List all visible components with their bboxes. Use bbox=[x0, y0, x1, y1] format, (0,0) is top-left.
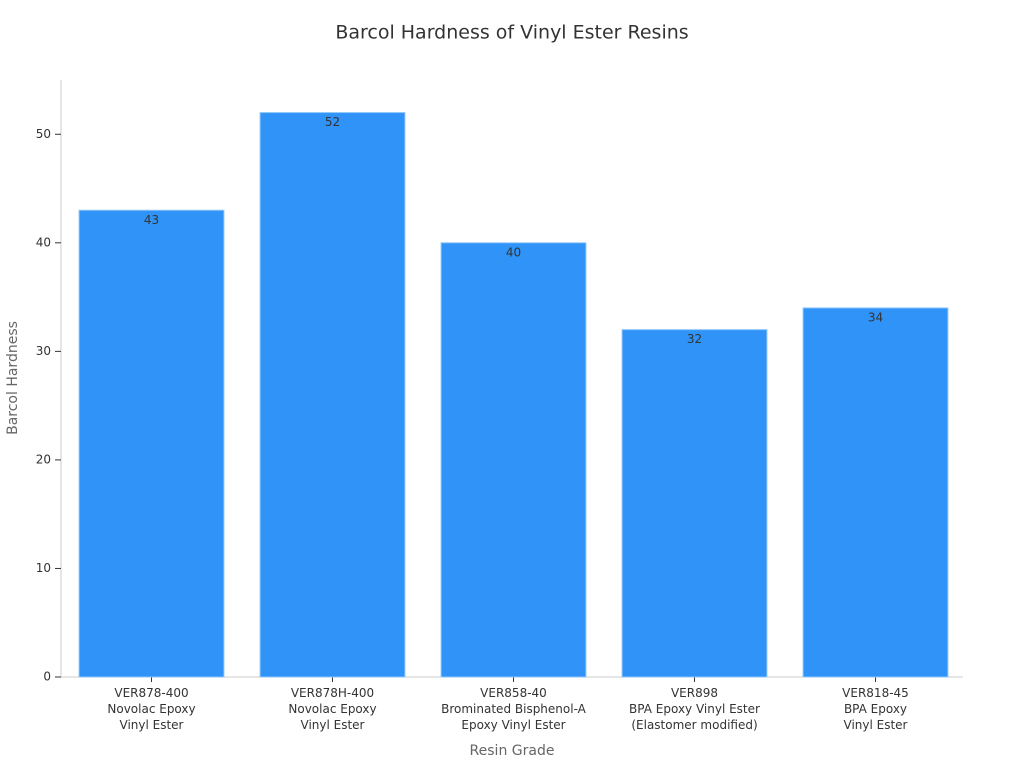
y-tick-label: 30 bbox=[36, 344, 51, 358]
x-tick-label-line: Vinyl Ester bbox=[301, 718, 365, 732]
x-tick-label-line: (Elastomer modified) bbox=[631, 718, 757, 732]
y-tick-label: 0 bbox=[43, 670, 51, 684]
x-tick-label-line: Vinyl Ester bbox=[120, 718, 184, 732]
bar bbox=[802, 307, 949, 678]
x-axis-label: Resin Grade bbox=[470, 743, 555, 759]
x-tick-label: VER818-45 BPA Epoxy Vinyl Ester bbox=[842, 686, 909, 732]
chart-title: Barcol Hardness of Vinyl Ester Resins bbox=[335, 22, 688, 44]
x-tick-label: VER878-400 Novolac Epoxy Vinyl Ester bbox=[107, 686, 195, 732]
x-tick-label-line: Novolac Epoxy bbox=[107, 702, 195, 716]
data-label: 34 bbox=[868, 310, 883, 324]
bar bbox=[621, 329, 768, 678]
x-tick-label-line: Epoxy Vinyl Ester bbox=[461, 718, 565, 732]
data-label: 52 bbox=[325, 115, 340, 129]
x-tick-label-line: Vinyl Ester bbox=[844, 718, 908, 732]
x-tick-label-line: VER898 bbox=[671, 686, 718, 700]
y-axis-label: Barcol Hardness bbox=[5, 321, 21, 435]
x-tick-label-line: VER878-400 bbox=[114, 686, 188, 700]
y-tick-label: 10 bbox=[36, 561, 51, 575]
x-tick-label: VER878H-400 Novolac Epoxy Vinyl Ester bbox=[288, 686, 376, 732]
data-label: 32 bbox=[687, 332, 702, 346]
x-tick-label-line: VER878H-400 bbox=[291, 686, 374, 700]
x-tick-label-line: Brominated Bisphenol-A bbox=[441, 702, 587, 716]
x-tick-label-line: Novolac Epoxy bbox=[288, 702, 376, 716]
y-tick-label: 50 bbox=[36, 127, 51, 141]
data-label: 40 bbox=[506, 245, 521, 259]
y-tick-label: 40 bbox=[36, 235, 51, 249]
y-tick-label: 20 bbox=[36, 452, 51, 466]
bar bbox=[440, 242, 587, 678]
x-tick-label-line: BPA Epoxy Vinyl Ester bbox=[629, 702, 760, 716]
x-tick-label-line: VER858-40 bbox=[480, 686, 547, 700]
data-label: 43 bbox=[144, 213, 159, 227]
x-tick-label: VER898 BPA Epoxy Vinyl Ester (Elastomer mo… bbox=[629, 686, 760, 732]
x-tick-label: VER858-40 Brominated Bisphenol-A Epoxy Vin… bbox=[441, 686, 587, 732]
x-tick-label-line: BPA Epoxy bbox=[844, 702, 907, 716]
x-tick-label-line: VER818-45 bbox=[842, 686, 909, 700]
bar bbox=[78, 209, 225, 678]
bar bbox=[259, 112, 406, 678]
